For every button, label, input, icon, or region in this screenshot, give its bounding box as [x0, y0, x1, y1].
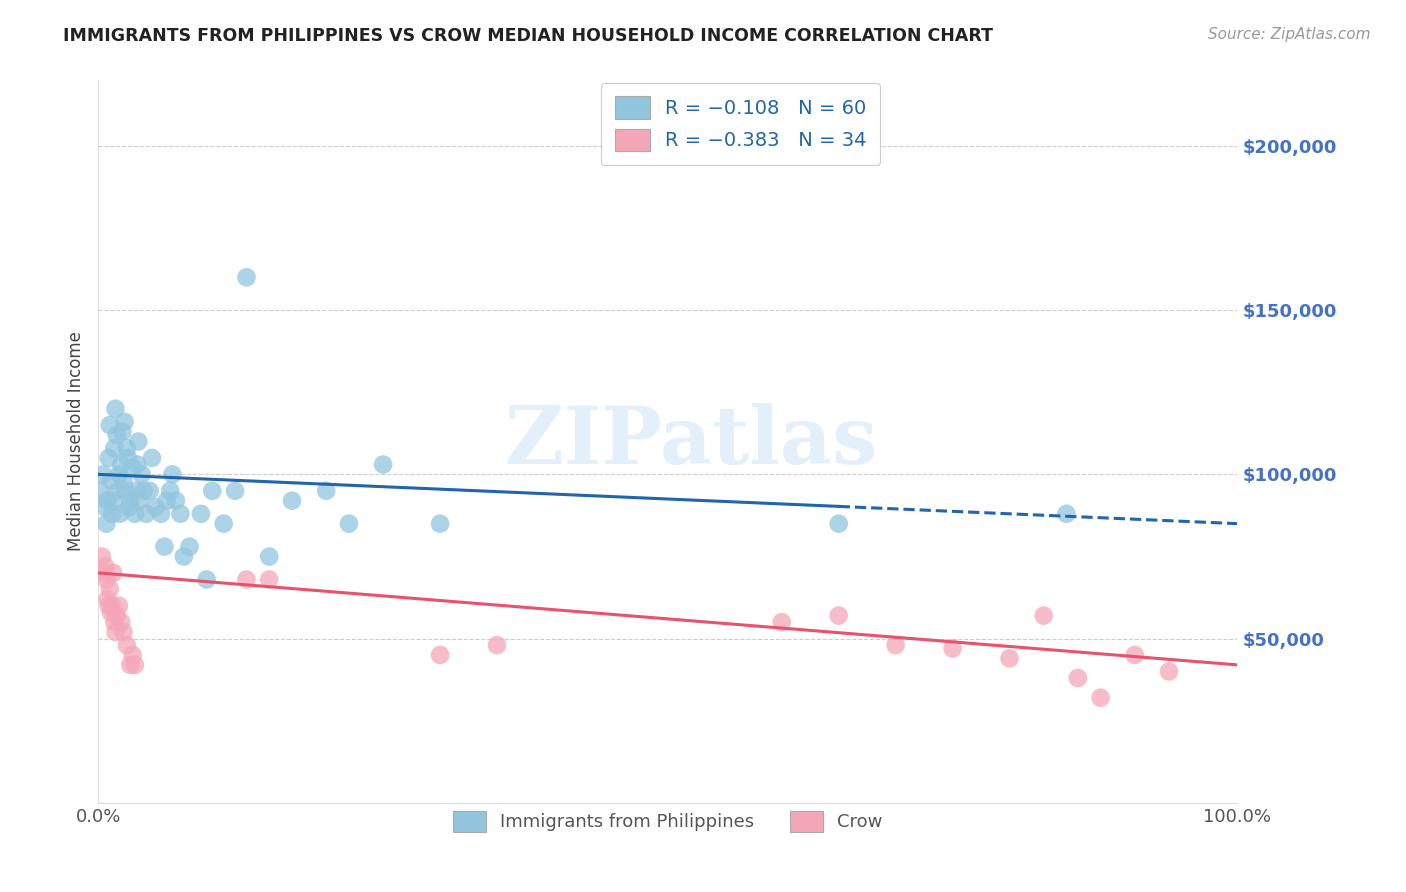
Point — [135, 507, 157, 521]
Point — [108, 599, 131, 613]
Point — [429, 516, 451, 531]
Point — [190, 507, 212, 521]
Point — [91, 467, 114, 482]
Point — [100, 474, 122, 488]
Point — [153, 540, 176, 554]
Point — [104, 401, 127, 416]
Point — [98, 582, 121, 597]
Point — [105, 428, 128, 442]
Point — [828, 608, 851, 623]
Point — [114, 415, 136, 429]
Point — [173, 549, 195, 564]
Point — [942, 641, 965, 656]
Point — [101, 599, 124, 613]
Text: Source: ZipAtlas.com: Source: ZipAtlas.com — [1208, 27, 1371, 42]
Point — [195, 573, 218, 587]
Point — [235, 573, 257, 587]
Point — [1067, 671, 1090, 685]
Point — [110, 615, 132, 630]
Point — [998, 651, 1021, 665]
Point — [281, 493, 304, 508]
Point — [131, 467, 153, 482]
Point — [127, 458, 149, 472]
Point — [118, 500, 141, 515]
Point — [1032, 608, 1054, 623]
Point — [337, 516, 360, 531]
Point — [429, 648, 451, 662]
Point — [112, 474, 135, 488]
Point — [117, 450, 139, 465]
Point — [138, 483, 160, 498]
Text: ZIPatlas: ZIPatlas — [505, 402, 877, 481]
Point — [1123, 648, 1146, 662]
Point — [259, 549, 281, 564]
Point — [115, 638, 138, 652]
Point — [224, 483, 246, 498]
Point — [165, 493, 187, 508]
Point — [112, 625, 135, 640]
Point — [156, 493, 179, 508]
Point — [121, 460, 143, 475]
Point — [107, 483, 129, 498]
Point — [1054, 507, 1078, 521]
Point — [115, 441, 138, 455]
Point — [96, 573, 118, 587]
Point — [159, 483, 181, 498]
Point — [94, 559, 117, 574]
Point — [235, 270, 257, 285]
Point — [124, 507, 146, 521]
Point — [100, 605, 122, 619]
Text: IMMIGRANTS FROM PHILIPPINES VS CROW MEDIAN HOUSEHOLD INCOME CORRELATION CHART: IMMIGRANTS FROM PHILIPPINES VS CROW MEDI… — [63, 27, 993, 45]
Point — [104, 625, 127, 640]
Point — [98, 418, 121, 433]
Point — [315, 483, 337, 498]
Point — [141, 450, 163, 465]
Point — [111, 425, 134, 439]
Point — [145, 500, 167, 515]
Point — [169, 507, 191, 521]
Point — [486, 638, 509, 652]
Point — [114, 483, 136, 498]
Point — [96, 493, 118, 508]
Point — [371, 458, 394, 472]
Point — [828, 516, 851, 531]
Point — [90, 483, 112, 498]
Point — [110, 458, 132, 472]
Point — [201, 483, 224, 498]
Point — [150, 507, 173, 521]
Point — [212, 516, 235, 531]
Point — [125, 483, 148, 498]
Point — [103, 441, 125, 455]
Point — [120, 493, 142, 508]
Point — [132, 483, 155, 498]
Point — [770, 615, 793, 630]
Point — [108, 467, 131, 482]
Point — [1157, 665, 1180, 679]
Point — [101, 507, 124, 521]
Point — [884, 638, 907, 652]
Point — [105, 608, 128, 623]
Point — [103, 566, 125, 580]
Point — [96, 516, 118, 531]
Point — [1090, 690, 1112, 705]
Point — [103, 493, 125, 508]
Point — [127, 434, 149, 449]
Point — [103, 615, 125, 630]
Point — [121, 648, 143, 662]
Point — [93, 566, 115, 580]
Point — [162, 467, 184, 482]
Point — [94, 500, 117, 515]
Point — [97, 599, 120, 613]
Point — [259, 573, 281, 587]
Point — [120, 657, 142, 672]
Point — [90, 549, 112, 564]
Point — [128, 493, 150, 508]
Point — [96, 592, 118, 607]
Point — [97, 450, 120, 465]
Point — [124, 657, 146, 672]
Legend: Immigrants from Philippines, Crow: Immigrants from Philippines, Crow — [440, 798, 896, 845]
Point — [108, 507, 131, 521]
Y-axis label: Median Household Income: Median Household Income — [66, 332, 84, 551]
Point — [179, 540, 201, 554]
